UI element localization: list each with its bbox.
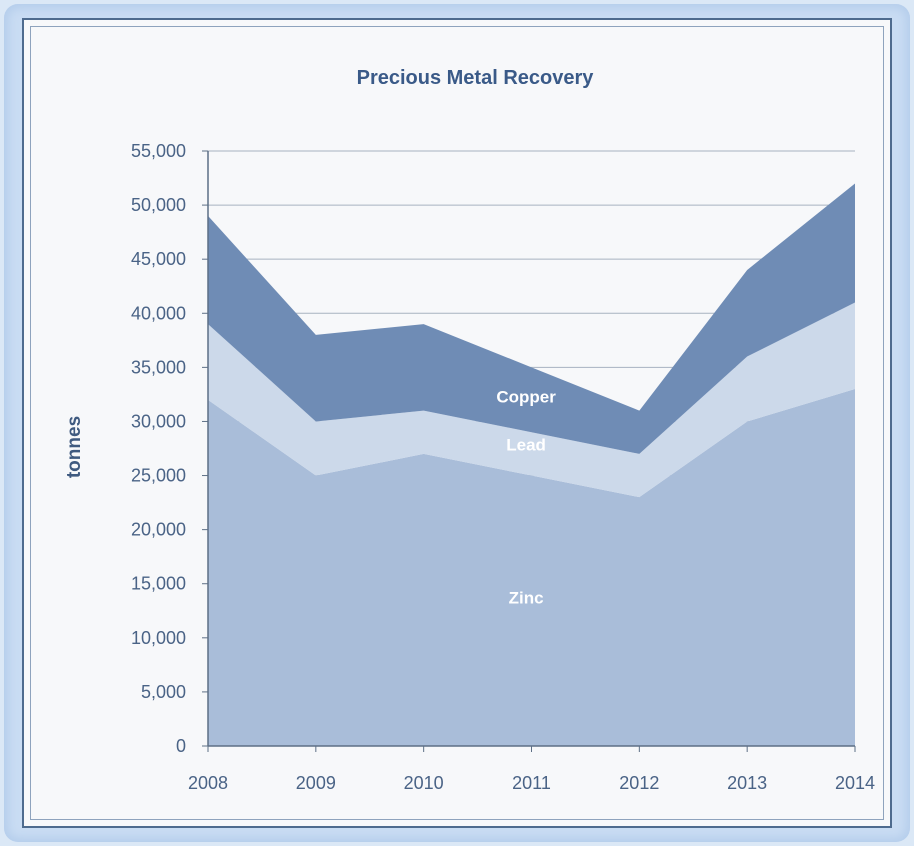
x-tick-label: 2014: [835, 773, 875, 793]
y-tick-label: 45,000: [131, 249, 186, 269]
y-tick-label: 10,000: [131, 628, 186, 648]
axes: [202, 150, 856, 752]
chart-title: Precious Metal Recovery: [357, 67, 595, 89]
area-series: [208, 183, 855, 746]
y-tick-label: 25,000: [131, 466, 186, 486]
y-tick-label: 5,000: [141, 682, 186, 702]
area-lead: [208, 302, 855, 498]
y-tick-label: 0: [176, 736, 186, 756]
x-tick-labels: 2008 2009 2010 2011 2012 2013 2014: [188, 773, 875, 793]
area-copper: [208, 183, 855, 454]
series-label-lead: Lead: [506, 435, 546, 454]
y-tick-label: 30,000: [131, 411, 186, 431]
x-tick-label: 2012: [619, 773, 659, 793]
chart-frame-inner: [30, 26, 884, 820]
x-tick-label: 2011: [512, 773, 551, 793]
y-tick-label: 50,000: [131, 195, 186, 215]
x-tick-label: 2009: [296, 773, 336, 793]
x-tick-label: 2010: [404, 773, 444, 793]
series-labels: Zinc Lead Copper: [496, 388, 556, 608]
y-axis-label: tonnes: [64, 416, 85, 478]
x-tick-label: 2013: [727, 773, 767, 793]
y-tick-label: 55,000: [131, 141, 186, 161]
series-label-copper: Copper: [496, 388, 556, 407]
x-tick-label: 2008: [188, 773, 228, 793]
area-zinc: [208, 389, 855, 746]
y-tick-label: 35,000: [131, 357, 186, 377]
y-tick-labels: 0 5,000 10,000 15,000 20,000 25,000 30,000 35,0…: [131, 141, 186, 756]
y-tick-label: 15,000: [131, 574, 186, 594]
y-tick-label: 40,000: [131, 303, 186, 323]
series-label-zinc: Zinc: [509, 588, 544, 607]
y-tick-label: 20,000: [131, 520, 186, 540]
